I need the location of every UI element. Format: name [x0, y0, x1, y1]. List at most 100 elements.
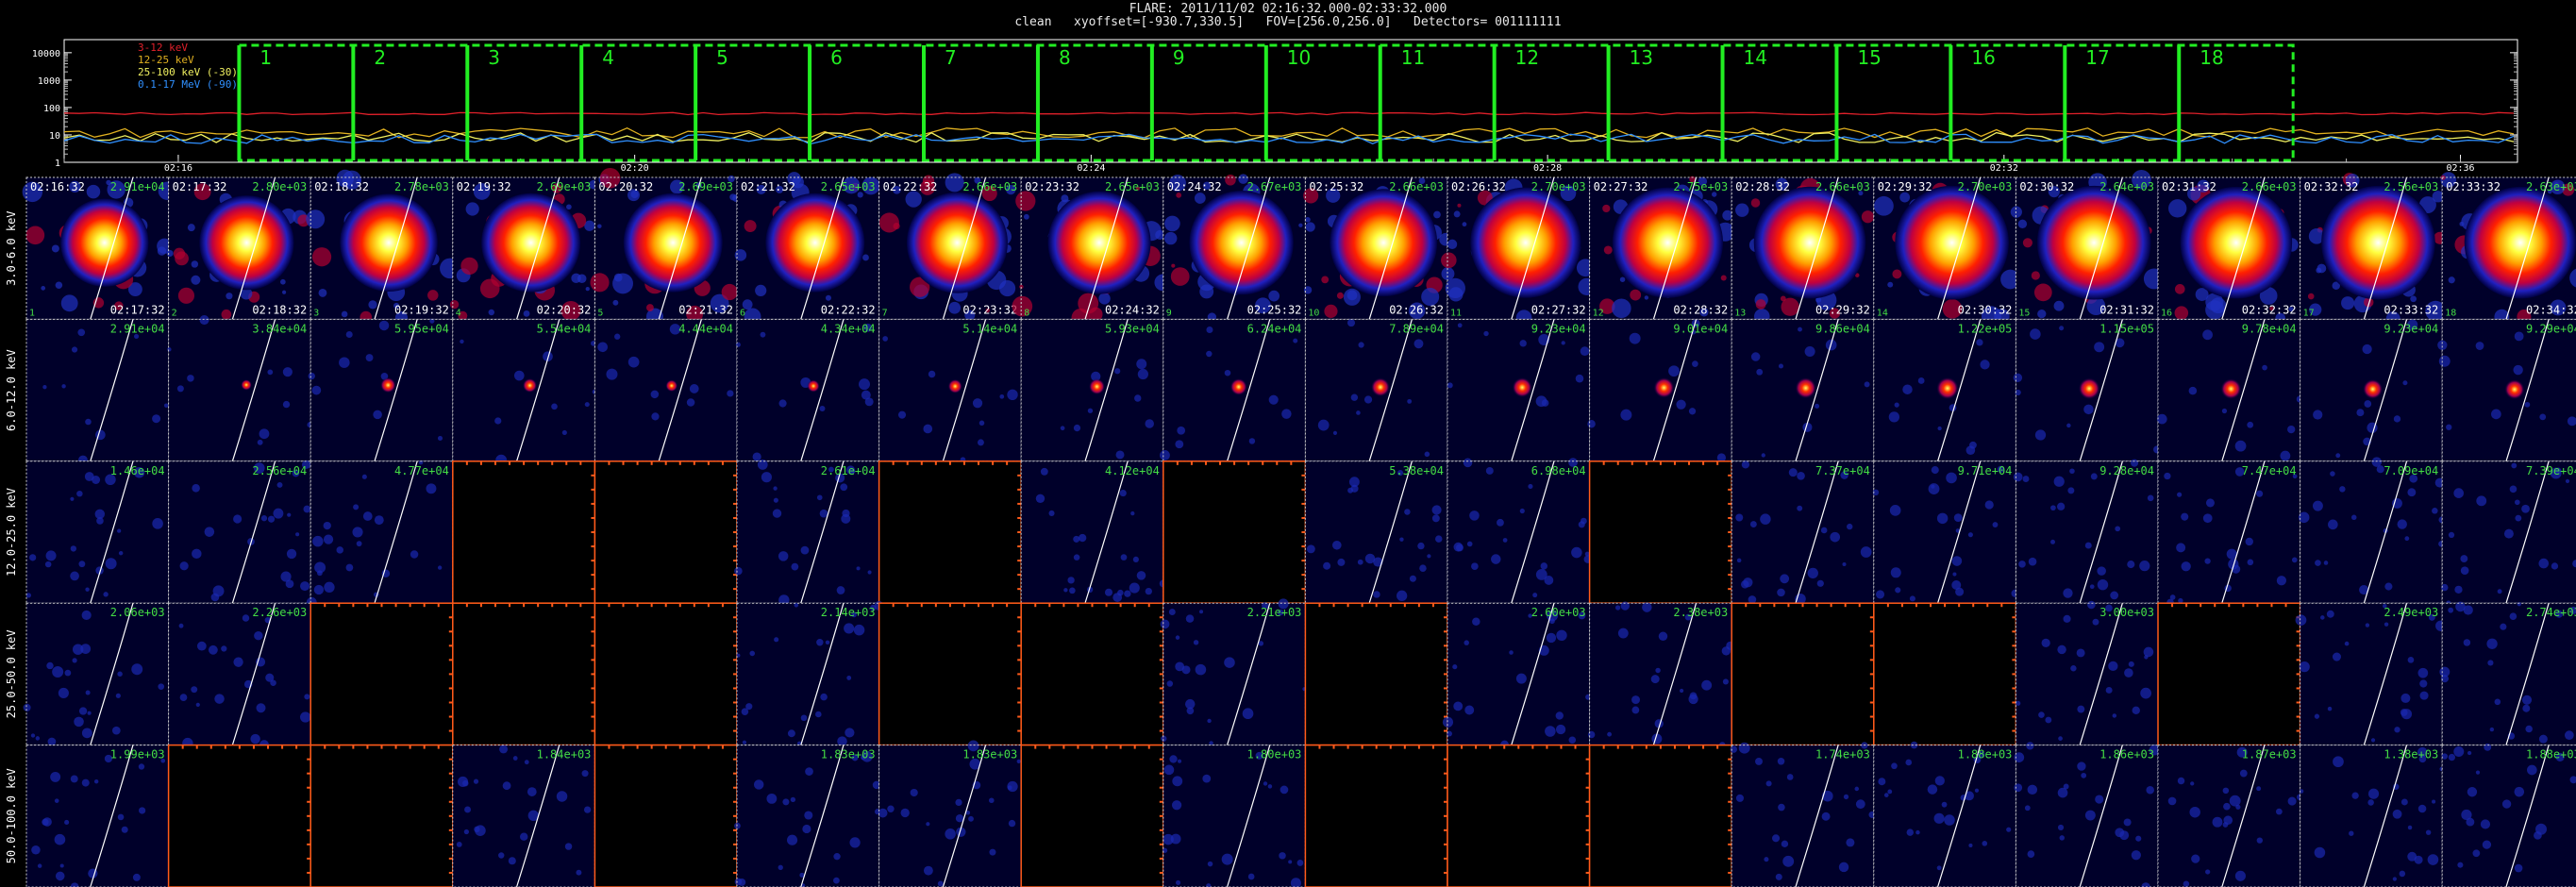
source-emission	[199, 195, 294, 291]
noise-blob	[734, 878, 743, 886]
noise-blob	[772, 205, 789, 222]
noise-blob	[977, 243, 988, 255]
noise-blob	[1456, 544, 1464, 552]
noise-blob	[214, 694, 225, 704]
noise-blob	[1684, 613, 1692, 621]
noise-blob	[280, 208, 296, 225]
noise-blob	[342, 170, 361, 190]
noise-blob	[259, 740, 269, 749]
noise-blob	[1159, 579, 1167, 588]
noise-blob	[1496, 249, 1517, 270]
noise-blob	[775, 241, 780, 246]
noise-blob	[893, 222, 900, 230]
noise-blob	[1278, 598, 1289, 610]
empty-cell-frame	[1304, 602, 1448, 746]
noise-blob	[2345, 173, 2360, 188]
noise-blob	[2097, 566, 2106, 576]
noise-blob	[1063, 588, 1068, 593]
noise-blob	[1689, 176, 1696, 183]
noise-blob	[1701, 198, 1709, 206]
noise-blob	[1177, 759, 1182, 763]
noise-blob	[1101, 194, 1115, 208]
interval-index-label: 8	[1024, 308, 1029, 318]
interval-label: 7	[945, 46, 957, 69]
noise-blob	[257, 439, 263, 445]
noise-blob	[2050, 505, 2056, 511]
noise-blob	[1840, 471, 1848, 479]
noise-blob	[2461, 213, 2479, 231]
image-frame	[2300, 602, 2443, 746]
noise-blob	[1326, 188, 1341, 203]
noise-blob	[2367, 799, 2374, 806]
image-frame	[1731, 460, 1875, 604]
noise-blob	[566, 204, 572, 210]
noise-blob	[2112, 713, 2117, 718]
end-time-label: 02:31:32	[2099, 303, 2154, 316]
noise-blob	[512, 756, 518, 761]
noise-blob	[2077, 761, 2086, 771]
noise-blob	[2108, 661, 2118, 672]
noise-blob	[1348, 477, 1360, 488]
noise-blob	[352, 527, 363, 538]
start-time-label: 02:23:32	[1025, 180, 1079, 193]
noise-blob	[1781, 297, 1799, 316]
noise-blob	[64, 819, 70, 825]
noise-blob	[1967, 532, 1973, 538]
noise-blob	[1171, 800, 1182, 811]
peak-value-label: 9.23e+04	[2384, 322, 2438, 335]
noise-blob	[192, 548, 202, 560]
noise-blob	[2320, 615, 2325, 620]
noise-blob	[1006, 184, 1016, 195]
noise-blob	[753, 779, 764, 790]
noise-blob	[1206, 883, 1212, 887]
noise-blob	[1883, 793, 1889, 797]
noise-blob	[311, 385, 322, 395]
image-background	[310, 319, 453, 461]
noise-blob	[60, 294, 78, 312]
noise-blob	[1175, 661, 1185, 672]
noise-blob	[2022, 238, 2032, 248]
noise-blob	[1136, 359, 1147, 370]
noise-blob	[230, 227, 241, 238]
noise-blob	[1281, 409, 1292, 419]
noise-blob	[1861, 210, 1875, 224]
noise-blob	[1094, 230, 1101, 237]
peak-value-label: 6.98e+04	[1531, 464, 1586, 477]
noise-blob	[536, 263, 550, 277]
noise-blob	[31, 845, 41, 855]
noise-blob	[2284, 238, 2299, 252]
noise-blob	[1928, 483, 1940, 494]
noise-blob	[2410, 295, 2417, 303]
noise-blob	[2527, 764, 2537, 776]
noise-blob	[1976, 339, 1983, 346]
noise-blob	[2463, 605, 2473, 615]
source-emission	[481, 192, 581, 293]
noise-blob	[1777, 758, 1785, 765]
noise-blob	[2224, 584, 2232, 593]
noise-blob	[2466, 817, 2475, 827]
solar-limb	[231, 603, 276, 745]
noise-blob	[1878, 778, 1886, 786]
noise-blob	[2463, 639, 2471, 646]
noise-blob	[1730, 745, 1738, 753]
noise-blob	[1919, 197, 1935, 213]
noise-blob	[80, 644, 92, 655]
noise-blob	[2470, 239, 2479, 247]
noise-blob	[295, 532, 300, 537]
noise-blob	[1134, 394, 1142, 402]
noise-blob	[1584, 551, 1590, 557]
noise-blob	[58, 687, 69, 698]
image-cell: 2.14e+03	[736, 601, 884, 746]
image-frame	[736, 745, 880, 887]
noise-blob	[803, 211, 811, 219]
noise-blob	[85, 587, 90, 592]
noise-blob	[1761, 453, 1765, 458]
noise-blob	[1735, 794, 1745, 802]
source-emission	[2036, 185, 2151, 300]
noise-blob	[1968, 843, 1973, 848]
solar-limb	[2505, 603, 2550, 745]
noise-blob	[1535, 568, 1547, 580]
noise-blob	[1337, 558, 1346, 566]
noise-blob	[1955, 528, 1961, 533]
